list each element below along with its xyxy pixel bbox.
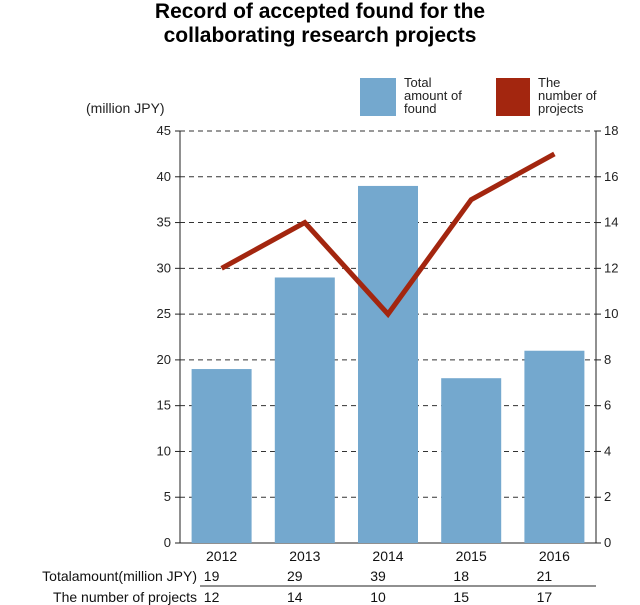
- left-tick-label: 0: [164, 535, 171, 550]
- category-label: 2015: [456, 548, 487, 564]
- left-tick-label: 45: [157, 123, 171, 138]
- table-cell: 12: [204, 589, 220, 605]
- legend-label-projects: The number of projects: [538, 75, 597, 116]
- table-cell: 29: [287, 568, 303, 584]
- legend-label-amount: Total amount of found: [404, 75, 462, 116]
- left-tick-label: 30: [157, 260, 171, 275]
- bar-amount: [358, 185, 418, 543]
- right-tick-label: 2: [604, 489, 611, 504]
- left-tick-label: 15: [157, 398, 171, 413]
- table-row-label: Totalamount(million JPY): [42, 568, 197, 584]
- table-cell: 18: [453, 568, 469, 584]
- right-tick-label: 16: [604, 169, 618, 184]
- table-cell: 39: [370, 568, 386, 584]
- category-label: 2012: [206, 548, 237, 564]
- right-tick-label: 14: [604, 215, 618, 230]
- category-label: 2013: [289, 548, 320, 564]
- left-tick-label: 25: [157, 306, 171, 321]
- table-cell: 19: [204, 568, 220, 584]
- right-tick-label: 6: [604, 398, 611, 413]
- bar-amount: [524, 350, 585, 543]
- table-cell: 21: [537, 568, 553, 584]
- category-label: 2014: [372, 548, 403, 564]
- legend-swatch-projects: [496, 78, 530, 116]
- chart-title-line-1: Record of accepted found for the: [154, 0, 486, 23]
- right-tick-label: 10: [604, 306, 618, 321]
- table-cell: 15: [453, 589, 469, 605]
- bar-amount: [191, 369, 252, 543]
- left-tick-label: 20: [157, 352, 171, 367]
- left-tick-label: 5: [164, 489, 171, 504]
- table-cell: 10: [370, 589, 386, 605]
- left-axis-unit-label: (million JPY): [86, 100, 165, 116]
- category-label: 2016: [539, 548, 570, 564]
- right-tick-label: 12: [604, 260, 618, 275]
- left-tick-label: 40: [157, 169, 171, 184]
- left-tick-label: 35: [157, 215, 171, 230]
- legend-swatch-amount: [360, 78, 396, 116]
- right-tick-label: 8: [604, 352, 611, 367]
- bar-amount: [441, 378, 502, 543]
- chart-title-line-2: collaborating research projects: [163, 24, 477, 47]
- right-tick-label: 4: [604, 443, 611, 458]
- left-tick-label: 10: [157, 443, 171, 458]
- table-row-label: The number of projects: [53, 589, 197, 605]
- right-tick-label: 18: [604, 123, 618, 138]
- table-cell: 14: [287, 589, 303, 605]
- right-tick-label: 0: [604, 535, 611, 550]
- table-cell: 17: [537, 589, 553, 605]
- bar-amount: [274, 277, 335, 543]
